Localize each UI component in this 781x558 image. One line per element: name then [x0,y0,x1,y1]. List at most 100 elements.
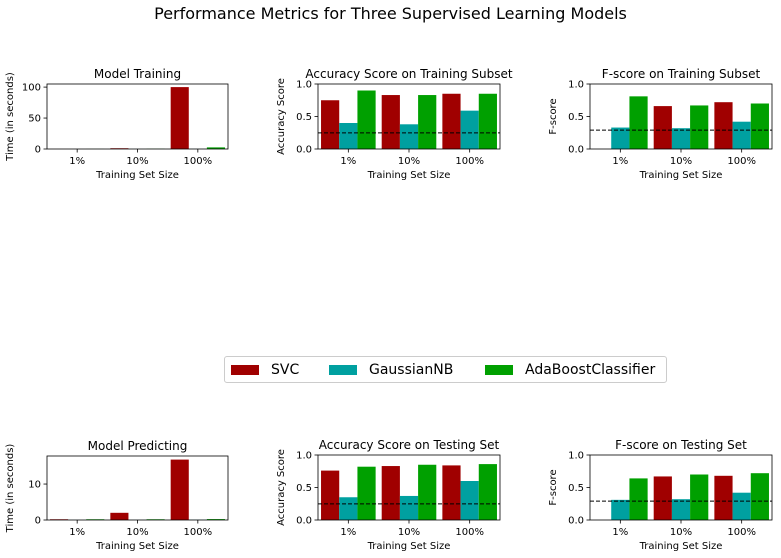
subplot-title: Accuracy Score on Testing Set [319,438,500,452]
bar-svc-10pct [110,512,129,520]
y-tick-label: 0.0 [296,145,312,156]
bar-svc-1pct [321,470,340,520]
subplot-5: 0.0 0.5 1.0 1% 10% 100% Accuracy Score on Test… [276,438,501,552]
bar-gaussiannb-100pct [732,492,751,520]
axes-frame [46,83,229,150]
x-tick-label: 1% [69,156,85,167]
bar-svc-1pct [321,100,340,149]
figure-title: Performance Metrics for Three Supervised… [154,4,627,23]
x-tick-label: 10% [126,156,148,167]
y-tick-label: 0.0 [568,516,584,527]
x-axis-label: Training Set Size [95,541,179,552]
x-tick-label: 10% [398,156,420,167]
y-axis-label: Time (in seconds) [5,72,16,162]
subplot-title: Model Training [94,67,181,81]
bar-gaussiannb-100pct [732,121,751,149]
bar-gaussiannb-100pct [460,481,479,520]
subplot-title: Accuracy Score on Training Subset [305,67,512,81]
subplot-title: F-score on Training Subset [602,67,761,81]
subplot-1: 0 50 100 1% 10% 100% Model Training Training Se… [5,67,229,181]
y-tick-label: 10 [28,480,41,491]
subplot-3: 0.0 0.5 1.0 1% 10% 100% F-score on Training Su… [548,67,773,181]
bar-svc-100pct [714,102,733,149]
bar-adaboostclassifier-1pct [357,90,376,149]
y-tick-label: 1.0 [568,451,584,462]
bar-adaboostclassifier-10pct [690,105,709,149]
y-tick-label: 1.0 [568,80,584,91]
y-axis-label: Time (in seconds) [5,444,16,534]
legend-swatch-adaboost [485,365,513,375]
bar-svc-100pct [442,93,461,149]
x-axis-label: Training Set Size [639,170,723,181]
bar-adaboostclassifier-10pct [690,474,709,520]
x-tick-label: 100% [727,156,756,167]
legend-item-svc: SVC [231,360,299,380]
bar-gaussiannb-1pct [611,127,630,149]
x-tick-label: 1% [340,156,356,167]
y-tick-label: 0 [35,145,41,156]
bar-svc-100pct [714,475,733,520]
x-tick-label: 10% [670,527,692,538]
y-tick-label: 1.0 [296,80,312,91]
bar-svc-100pct [442,465,461,520]
bar-svc-100pct [170,459,189,520]
x-tick-label: 10% [126,527,148,538]
bar-gaussiannb-100pct [460,110,479,149]
x-tick-label: 1% [612,527,628,538]
subplot-4: 0 10 1% 10% 100% Model Predicting Training Set… [5,439,229,552]
bar-gaussiannb-10pct [399,124,419,149]
x-tick-label: 100% [455,156,484,167]
bar-gaussiannb-1pct [339,123,358,149]
subplot-6: 0.0 0.5 1.0 1% 10% 100% F-score on Testing Set… [548,438,773,552]
bar-svc-10pct [653,476,672,520]
y-tick-label: 0.5 [568,112,584,123]
subplot-2: 0.0 0.5 1.0 1% 10% 100% Accuracy Score on Trai… [276,67,513,181]
bar-adaboostclassifier-100pct [206,147,225,149]
bar-adaboostclassifier-1pct [629,478,648,520]
x-tick-label: 100% [184,156,213,167]
x-tick-label: 100% [455,527,484,538]
legend-item-gaussiannb: GaussianNB [329,360,453,380]
bar-adaboostclassifier-10pct [418,464,437,520]
bar-svc-10pct [381,466,400,520]
axes-frame [46,455,229,521]
subplot-title: Model Predicting [88,439,188,453]
y-tick-label: 100 [22,83,41,94]
bar-adaboostclassifier-1pct [357,466,376,520]
y-axis-label: Accuracy Score [276,78,287,155]
bar-gaussiannb-1pct [611,499,630,520]
y-tick-label: 0.0 [568,145,584,156]
bar-adaboostclassifier-100pct [478,464,497,520]
x-tick-label: 1% [340,527,356,538]
y-tick-label: 0 [35,516,41,527]
x-tick-label: 100% [727,527,756,538]
y-tick-label: 1.0 [296,451,312,462]
bar-gaussiannb-10pct [399,495,419,520]
bar-svc-100pct [170,87,189,149]
bar-adaboostclassifier-100pct [206,519,225,520]
x-axis-label: Training Set Size [367,170,451,181]
y-axis-label: Accuracy Score [276,449,287,526]
x-axis-label: Training Set Size [367,541,451,552]
bar-adaboostclassifier-100pct [750,103,769,149]
bar-svc-10pct [653,106,672,149]
y-tick-label: 0.5 [296,112,312,123]
bar-gaussiannb-10pct [671,128,691,149]
subplot-title: F-score on Testing Set [615,438,747,452]
y-tick-label: 0.5 [568,483,584,494]
y-tick-label: 50 [28,114,41,125]
legend-label-svc: SVC [271,362,300,378]
legend: SVC GaussianNB AdaBoostClassifier [224,356,667,383]
y-axis-label: F-score [548,469,559,505]
bar-gaussiannb-10pct [671,499,691,520]
legend-label-adaboost: AdaBoostClassifier [525,362,656,378]
y-tick-label: 0.0 [296,516,312,527]
legend-label-gaussiannb: GaussianNB [369,362,454,378]
x-tick-label: 1% [69,527,85,538]
bar-adaboostclassifier-10pct [418,95,437,149]
legend-item-adaboost: AdaBoostClassifier [485,360,655,380]
bar-adaboostclassifier-1pct [629,96,648,149]
x-tick-label: 10% [398,527,420,538]
y-axis-label: F-score [548,98,559,134]
